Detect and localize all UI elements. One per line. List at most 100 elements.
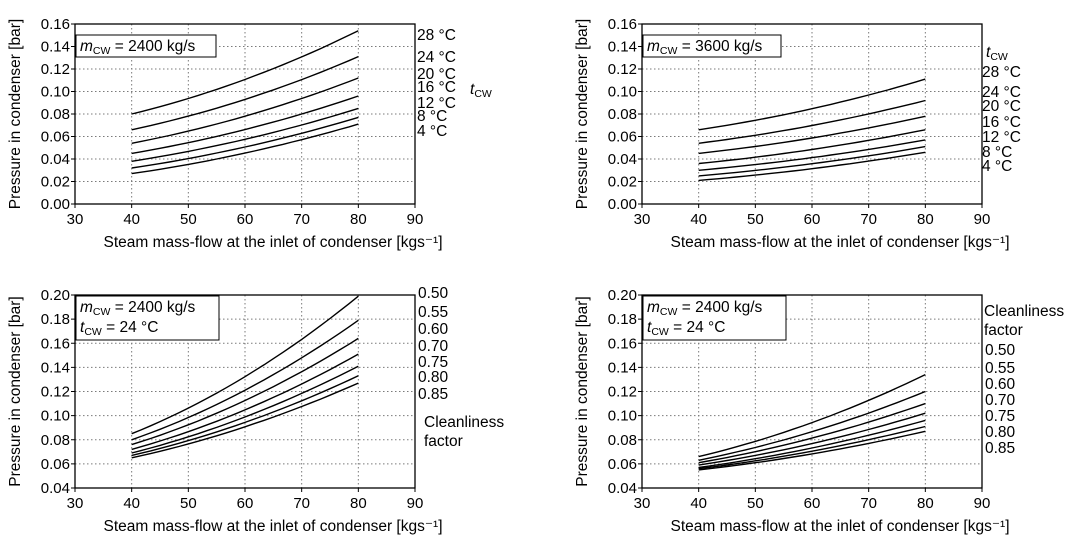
y-tick-label: 0.08 — [608, 106, 637, 123]
series-line — [698, 78, 926, 131]
legend-title-line: factor — [424, 433, 463, 450]
series-label: 4 °C — [982, 158, 1012, 175]
series-line — [698, 139, 926, 171]
x-tick-label: 90 — [407, 211, 424, 228]
y-tick-label: 0.16 — [41, 335, 70, 352]
series-line — [131, 319, 359, 441]
series-line — [131, 382, 359, 459]
y-tick-label: 0.14 — [41, 359, 70, 376]
series-line — [698, 373, 926, 458]
annotation-value: = 2400 kg/s — [110, 38, 195, 55]
chart-panel-4: 30 40 50 60 70 80 90 0.04 0.06 0.08 0.10 0.12 0.14 0.… — [574, 287, 1064, 535]
y-tick-label: 0.14 — [608, 359, 637, 376]
series-label: 16 °C — [417, 79, 456, 96]
x-tick-label: 60 — [804, 211, 821, 228]
y-tick-label: 0.20 — [41, 287, 70, 304]
y-tick-label: 0.04 — [608, 480, 637, 497]
y-tick-label: 0.16 — [608, 16, 637, 33]
chart-panel-1: 30 40 50 60 70 80 90 0.00 0.02 0.04 0.06 0.08 0.10 0.… — [7, 16, 492, 251]
annotation-box — [642, 34, 782, 58]
x-tick-label: 90 — [407, 495, 424, 512]
x-tick-label: 60 — [237, 495, 254, 512]
legend-title-line: Cleanliness — [984, 303, 1064, 320]
x-tick-label: 60 — [237, 211, 254, 228]
annotation-subscript: CW — [660, 306, 678, 318]
series-label: 20 °C — [417, 66, 456, 83]
series-line — [698, 412, 926, 466]
x-tick-label: 50 — [747, 495, 764, 512]
annotation-line: tCW = 24 °C — [80, 319, 158, 338]
series-line — [131, 295, 359, 435]
series-line — [698, 419, 926, 469]
y-tick-label: 0.10 — [608, 408, 637, 425]
y-axis-label: Pressure in condenser [bar] — [7, 19, 24, 209]
y-axis-label: Pressure in condenser [bar] — [574, 19, 591, 209]
legend-title-subscript: CW — [474, 88, 492, 100]
y-tick-label: 0.10 — [608, 84, 637, 101]
series-label: 0.55 — [985, 360, 1015, 377]
x-tick-label: 40 — [690, 211, 707, 228]
y-tick-label: 0.18 — [608, 311, 637, 328]
series-label: 0.80 — [418, 369, 449, 386]
x-tick-label: 80 — [350, 495, 367, 512]
y-tick-label: 0.06 — [41, 456, 70, 473]
annotation-variable: t — [80, 319, 85, 336]
y-tick-label: 0.04 — [608, 151, 637, 168]
series-label: 0.75 — [418, 354, 448, 371]
legend-title-line: factor — [984, 322, 1023, 339]
y-tick-label: 0.18 — [41, 311, 70, 328]
y-axis-label: Pressure in condenser [bar] — [7, 296, 24, 486]
series-line — [131, 353, 359, 451]
series-label: 28 °C — [417, 27, 456, 44]
annotation-subscript: CW — [93, 306, 111, 318]
x-tick-label: 30 — [634, 211, 651, 228]
x-tick-label: 90 — [974, 211, 991, 228]
series-line — [698, 402, 926, 464]
series-label: 24 °C — [417, 49, 456, 66]
y-tick-label: 0.02 — [608, 174, 637, 191]
x-tick-label: 50 — [180, 211, 197, 228]
annotation-variable: t — [647, 319, 652, 336]
y-tick-label: 0.14 — [41, 39, 70, 56]
y-tick-label: 0.20 — [608, 287, 637, 304]
series-label: 28 °C — [982, 64, 1021, 81]
x-axis-label: Steam mass-flow at the inlet of condense… — [671, 518, 1010, 535]
annotation-subscript: CW — [84, 326, 102, 338]
x-tick-label: 40 — [690, 495, 707, 512]
annotation-box — [75, 295, 220, 341]
x-tick-label: 50 — [180, 495, 197, 512]
annotation-subscript: CW — [93, 45, 111, 57]
y-axis-label: Pressure in condenser [bar] — [574, 296, 591, 486]
y-tick-label: 0.12 — [608, 384, 637, 401]
series-line — [698, 430, 926, 471]
series-label: 8 °C — [417, 108, 447, 125]
y-tick-label: 0.14 — [608, 39, 637, 56]
series-label: 0.50 — [985, 342, 1016, 359]
series-line — [131, 375, 359, 457]
series-line — [131, 30, 359, 115]
series-line — [131, 77, 359, 144]
y-tick-label: 0.10 — [41, 84, 70, 101]
y-tick-label: 0.12 — [41, 384, 70, 401]
series-label: 4 °C — [417, 123, 447, 140]
series-label: 16 °C — [982, 114, 1021, 131]
x-tick-label: 90 — [974, 495, 991, 512]
series-line — [131, 107, 359, 162]
y-tick-label: 0.02 — [41, 174, 70, 191]
annotation-box — [75, 34, 217, 58]
series-line — [131, 116, 359, 169]
annotation-value: = 2400 kg/s — [677, 299, 762, 316]
series-line — [131, 95, 359, 155]
x-tick-label: 50 — [747, 211, 764, 228]
y-tick-label: 0.16 — [41, 16, 70, 33]
series-line — [698, 99, 926, 144]
series-label: 0.50 — [418, 285, 449, 302]
legend-title-line: Cleanliness — [424, 414, 504, 431]
series-label: 0.85 — [985, 440, 1015, 457]
series-line — [131, 337, 359, 446]
series-line — [698, 425, 926, 470]
series-label: 0.75 — [985, 408, 1015, 425]
series-label: 0.70 — [985, 392, 1016, 409]
y-tick-label: 0.04 — [41, 480, 70, 497]
